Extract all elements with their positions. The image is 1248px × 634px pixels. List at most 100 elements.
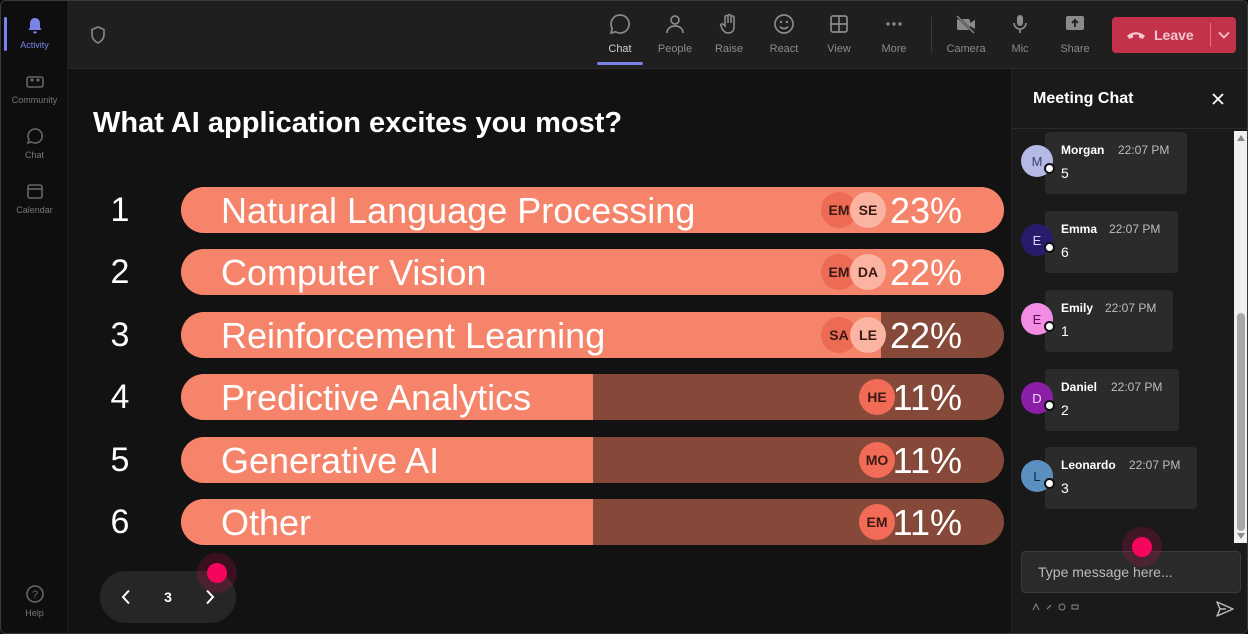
- toolbar-people-button[interactable]: People: [650, 11, 700, 61]
- rail-label: Chat: [24, 150, 44, 160]
- people-icon: [662, 11, 688, 37]
- poll-option[interactable]: 6 Other 11% EM: [68, 499, 1011, 547]
- mic-icon: [1007, 11, 1033, 37]
- presence-indicator: [1044, 321, 1055, 332]
- emoji-icon[interactable]: [1058, 603, 1066, 611]
- format-icon[interactable]: [1032, 603, 1040, 611]
- voter-avatar: EM: [859, 504, 895, 540]
- poll-option[interactable]: 4 Predictive Analytics 11% HE: [68, 374, 1011, 422]
- poll-option[interactable]: 1 Natural Language Processing 23% EM SE: [68, 187, 1011, 235]
- chat-message[interactable]: Emma 22:07 PM 6: [1045, 211, 1178, 273]
- toolbar-camera-button[interactable]: Camera: [941, 11, 991, 61]
- chat-title: Meeting Chat: [1033, 90, 1134, 107]
- send-icon[interactable]: [1215, 599, 1235, 619]
- rail-label: Calendar: [16, 205, 53, 215]
- toolbar-chat-button[interactable]: Chat: [595, 11, 645, 65]
- option-bar: Reinforcement Learning 22% SA LE: [181, 312, 1004, 358]
- prev-page-button[interactable]: [100, 571, 152, 623]
- toolbar-share-button[interactable]: Share: [1050, 11, 1100, 61]
- rail-label: Help: [25, 608, 44, 618]
- camera-off-icon: [953, 11, 979, 37]
- option-number: 3: [110, 316, 130, 354]
- svg-text:?: ?: [31, 589, 37, 601]
- chevron-left-icon: [121, 589, 130, 605]
- toolbar-label: Share: [1060, 43, 1090, 55]
- toolbar-label: Chat: [608, 43, 632, 55]
- poll-option[interactable]: 5 Generative AI 11% MO: [68, 437, 1011, 485]
- avatar[interactable]: M: [1021, 145, 1055, 177]
- option-number: 4: [110, 378, 130, 416]
- hand-icon: [716, 11, 742, 37]
- toolbar-mic-button[interactable]: Mic: [995, 11, 1045, 61]
- avatar[interactable]: L: [1021, 460, 1055, 492]
- chat-message[interactable]: Daniel 22:07 PM 2: [1045, 369, 1179, 431]
- toolbar-more-button[interactable]: More: [869, 11, 919, 61]
- option-label: Reinforcement Learning: [221, 315, 606, 356]
- scroll-down-arrow[interactable]: [1237, 533, 1245, 539]
- message-text: 3: [1061, 480, 1069, 496]
- option-percent: 22%: [889, 252, 962, 293]
- message-author: Emily: [1061, 301, 1094, 315]
- toolbar-label: React: [769, 43, 799, 55]
- grid-icon: [826, 11, 852, 37]
- chat-icon: [607, 11, 633, 37]
- toolbar-label: Camera: [946, 43, 986, 55]
- format-toolbar: [1032, 603, 1079, 611]
- option-bar-fill: [181, 374, 593, 420]
- rail-help[interactable]: ? Help: [1, 575, 68, 627]
- message-text: 2: [1061, 402, 1069, 418]
- chat-message[interactable]: Emily 22:07 PM 1: [1045, 290, 1173, 352]
- leave-main[interactable]: Leave: [1112, 17, 1210, 53]
- option-label: Generative AI: [221, 440, 440, 481]
- toolbar-label: Raise: [714, 43, 744, 55]
- rail-activity[interactable]: Activity: [1, 7, 68, 59]
- message-time: 22:07 PM: [1118, 143, 1170, 157]
- chat-scrollbar[interactable]: [1234, 131, 1247, 543]
- avatar[interactable]: D: [1021, 382, 1055, 414]
- toolbar-raise-button[interactable]: Raise: [704, 11, 754, 61]
- option-label: Predictive Analytics: [221, 377, 532, 418]
- chat-message[interactable]: Morgan 22:07 PM 5: [1045, 132, 1187, 194]
- next-page-button[interactable]: [184, 571, 236, 623]
- voter-avatar: HE: [859, 379, 895, 415]
- option-number: 5: [110, 441, 130, 479]
- shield-icon[interactable]: [88, 25, 108, 45]
- option-number: 6: [110, 503, 130, 541]
- attach-icon[interactable]: [1045, 603, 1053, 611]
- toolbar-label: Mic: [1011, 43, 1029, 55]
- option-label: Other: [221, 502, 312, 543]
- option-bar-fill: [181, 499, 593, 545]
- avatar[interactable]: E: [1021, 303, 1055, 335]
- cursor-indicator: [207, 563, 227, 583]
- option-percent: 11%: [892, 502, 962, 543]
- poll-option[interactable]: 3 Reinforcement Learning 22% SA LE: [68, 312, 1011, 360]
- option-percent: 11%: [892, 440, 962, 481]
- voter-avatar: DA: [850, 254, 886, 290]
- meeting-toolbar: Chat People Raise React View More Camera: [68, 1, 1247, 69]
- toolbar-react-button[interactable]: React: [759, 11, 809, 61]
- rail-calendar[interactable]: Calendar: [1, 172, 68, 224]
- avatar-initial: D: [1032, 390, 1042, 406]
- message-compose-box: [1021, 551, 1241, 593]
- scroll-up-arrow[interactable]: [1237, 135, 1245, 141]
- voter-avatar: SE: [850, 192, 886, 228]
- message-time: 22:07 PM: [1129, 458, 1181, 472]
- toolbar-divider: [931, 17, 932, 53]
- poll-option[interactable]: 2 Computer Vision 22% EM DA: [68, 249, 1011, 297]
- toolbar-view-button[interactable]: View: [814, 11, 864, 61]
- message-text: 5: [1061, 165, 1069, 181]
- chevron-down-icon[interactable]: [1211, 31, 1236, 39]
- close-icon[interactable]: [1208, 89, 1228, 109]
- avatar-initial: M: [1031, 153, 1043, 169]
- rail-chat[interactable]: Chat: [1, 117, 68, 169]
- avatar-initial: E: [1032, 232, 1042, 248]
- chat-message[interactable]: Leonardo 22:07 PM 3: [1045, 447, 1197, 509]
- gif-icon[interactable]: [1071, 603, 1079, 611]
- scroll-thumb[interactable]: [1237, 313, 1245, 531]
- leave-button[interactable]: Leave: [1112, 17, 1236, 53]
- avatar[interactable]: E: [1021, 224, 1055, 256]
- rail-community[interactable]: Community: [1, 62, 68, 114]
- help-icon: ?: [24, 583, 46, 605]
- message-input[interactable]: [1038, 552, 1234, 592]
- message-time: 22:07 PM: [1105, 301, 1157, 315]
